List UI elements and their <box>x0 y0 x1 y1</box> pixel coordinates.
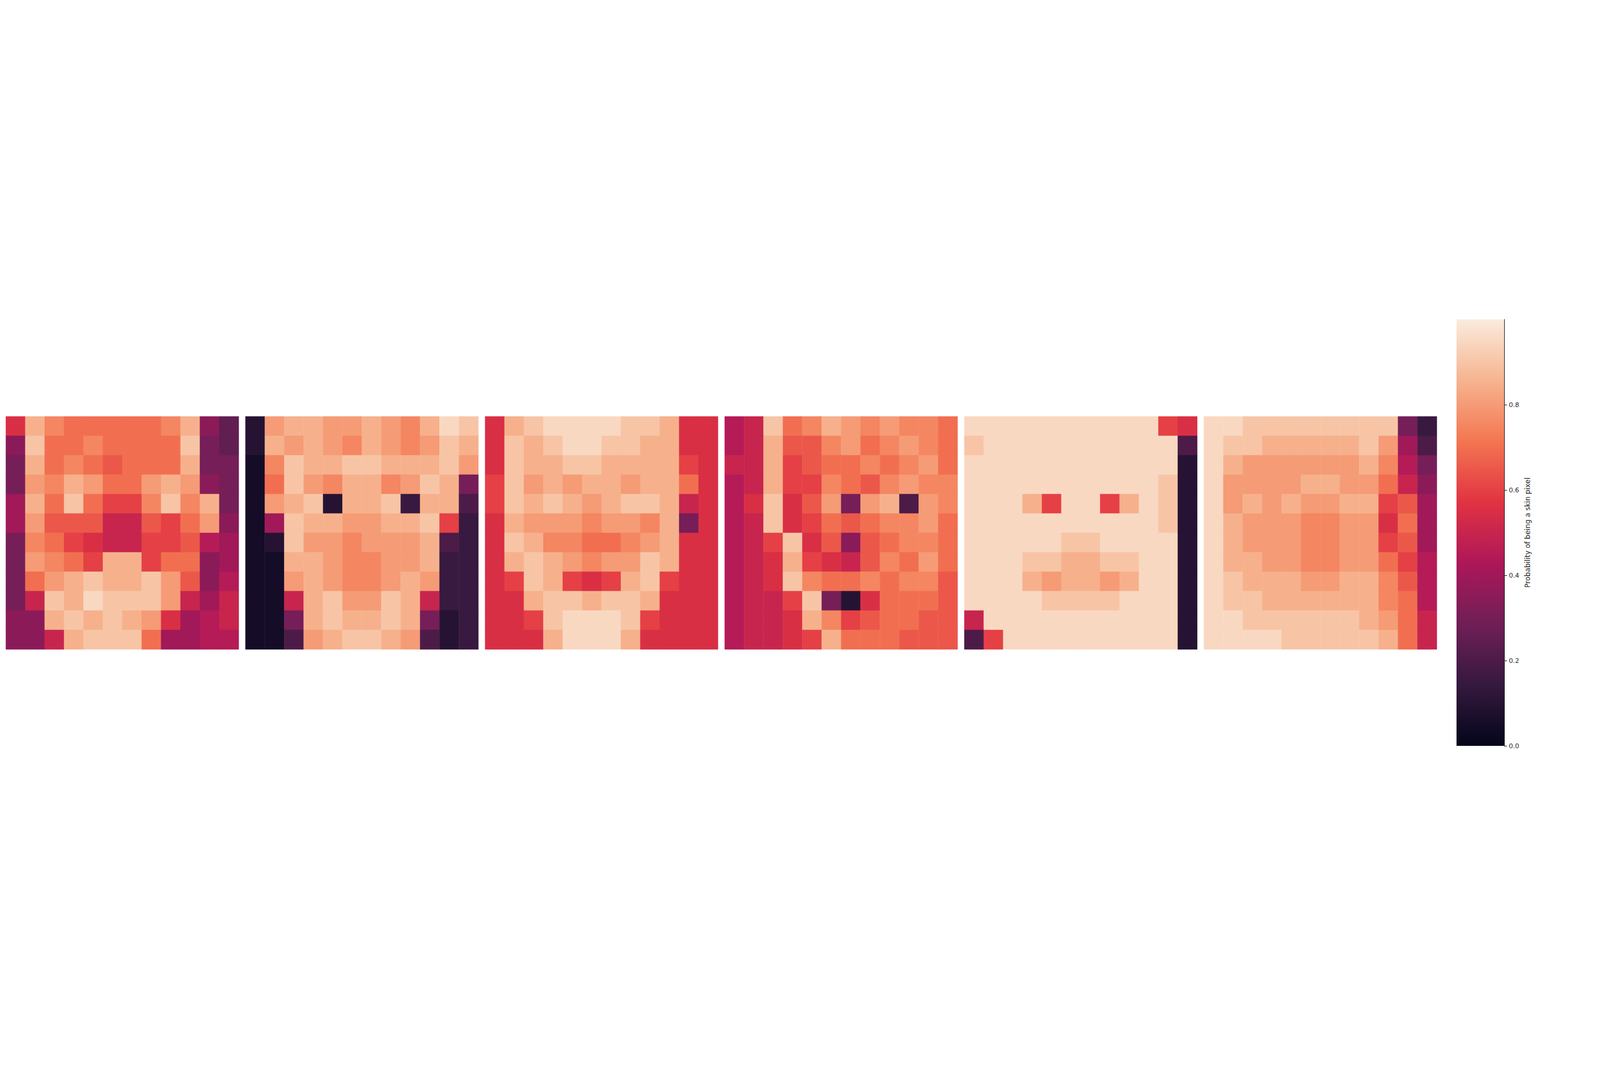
svg-text:0.2: 0.2 <box>1508 656 1520 665</box>
svg-text:0.0: 0.0 <box>1508 742 1520 750</box>
svg-text:0.8: 0.8 <box>1508 401 1520 409</box>
svg-text:0.4: 0.4 <box>1508 571 1520 580</box>
svg-text:Probability of being a skin pi: Probability of being a skin pixel <box>1523 477 1532 589</box>
svg-text:0.6: 0.6 <box>1508 486 1520 494</box>
